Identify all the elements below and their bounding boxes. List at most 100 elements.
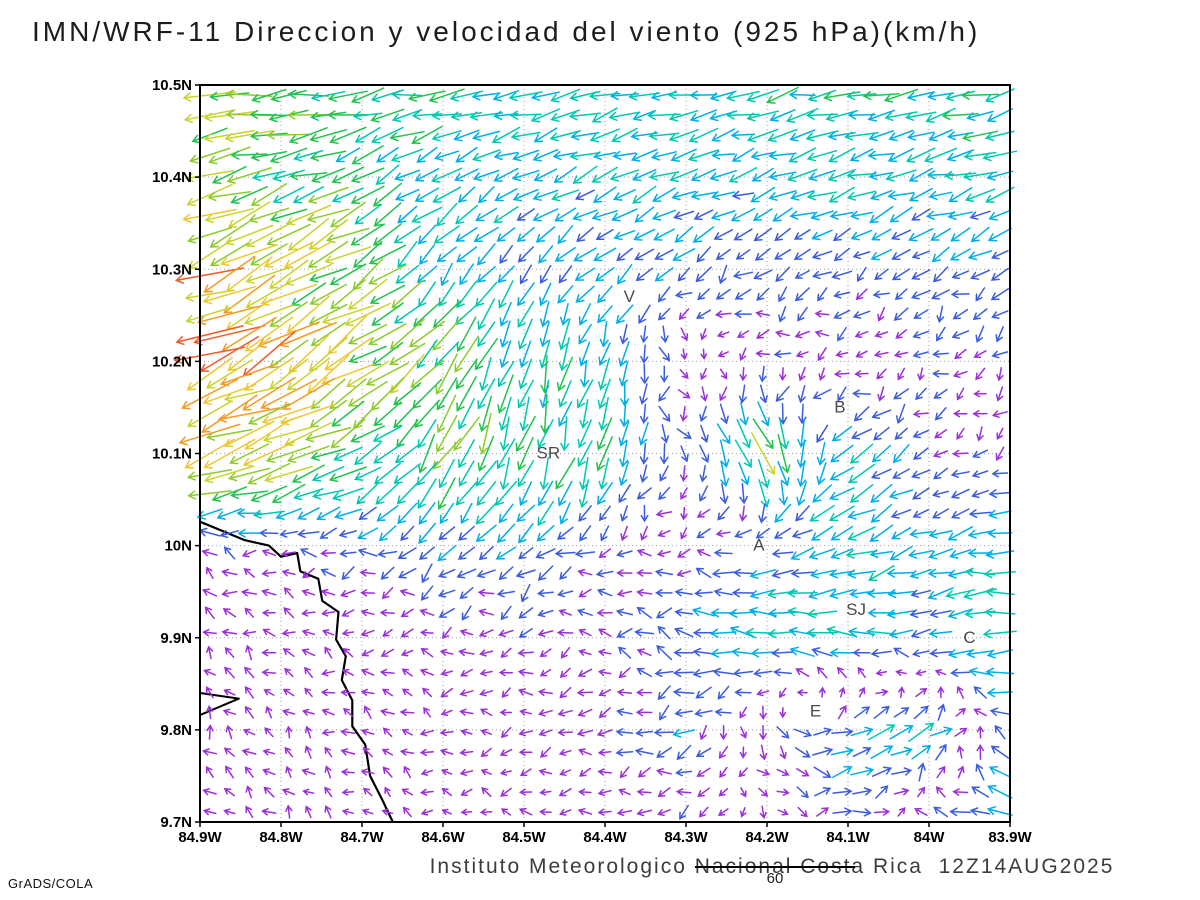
wind-arrow (718, 264, 728, 285)
wind-arrow (648, 171, 680, 181)
wind-arrow (515, 415, 536, 452)
wind-arrow (428, 88, 465, 104)
wind-arrow (554, 549, 576, 558)
wind-arrow (776, 726, 790, 739)
wind-arrow (733, 228, 753, 241)
wind-arrow (852, 310, 871, 319)
wind-arrow (263, 689, 275, 696)
wind-arrow (873, 350, 889, 358)
wind-arrow (202, 383, 257, 406)
wind-arrow (341, 629, 355, 637)
wind-arrow (496, 227, 516, 242)
wind-arrow (658, 346, 671, 362)
wind-arrow (196, 305, 262, 326)
wind-arrow (598, 548, 612, 559)
wind-arrow (240, 588, 258, 597)
wind-arrow (832, 807, 853, 816)
wind-arrow (908, 187, 933, 202)
wind-arrow (517, 379, 534, 409)
wind-arrow (853, 706, 871, 719)
wind-arrow (438, 526, 456, 541)
wind-arrow (952, 308, 969, 320)
wind-arrow (579, 767, 592, 777)
wind-arrow (552, 150, 578, 161)
wind-arrow (659, 465, 669, 482)
wind-arrow (297, 529, 320, 539)
wind-arrow (331, 166, 365, 184)
wind-arrow (660, 424, 670, 444)
wind-arrow (616, 808, 633, 817)
wind-arrow (474, 337, 499, 371)
wind-arrow (477, 243, 496, 266)
wind-arrow (389, 318, 425, 350)
wind-arrow (516, 226, 535, 243)
wind-arrow (359, 568, 376, 577)
wind-arrow (264, 465, 314, 483)
wind-arrow (304, 687, 313, 698)
wind-arrow (281, 788, 296, 796)
wind-arrow (438, 607, 455, 618)
wind-arrow (401, 788, 414, 796)
wind-arrow (175, 325, 244, 346)
wind-arrow (838, 686, 846, 698)
wind-arrow (182, 208, 237, 223)
wind-arrow (739, 746, 747, 759)
wind-arrow (636, 548, 652, 557)
wind-arrow (755, 350, 771, 358)
wind-arrow (500, 726, 512, 739)
wind-arrow (286, 110, 330, 120)
wind-arrow (928, 129, 953, 142)
wind-arrow (320, 588, 336, 597)
wind-arrow (286, 295, 331, 334)
wind-arrow (987, 784, 1013, 799)
wind-arrow (230, 150, 268, 160)
wind-arrow (196, 508, 223, 520)
wind-arrow (393, 463, 422, 484)
wind-arrow (855, 350, 868, 358)
wind-arrow (577, 808, 593, 816)
wind-arrow (419, 788, 434, 796)
wind-arrow (597, 305, 613, 324)
wind-arrow (539, 339, 551, 369)
wind-arrow (517, 246, 534, 263)
wind-arrow (911, 744, 932, 760)
wind-arrow (947, 210, 974, 221)
wind-arrow (813, 766, 832, 778)
wind-arrow (873, 426, 890, 441)
wind-arrow (954, 727, 968, 737)
wind-arrow (636, 688, 653, 697)
vector-scale-label: 60 (766, 870, 784, 887)
wind-arrow (616, 627, 633, 638)
wind-arrow (269, 208, 308, 223)
wind-arrow (347, 380, 388, 407)
wind-arrow (576, 729, 594, 737)
wind-arrow (262, 748, 276, 756)
wind-arrow (767, 608, 798, 618)
wind-arrow (975, 287, 986, 302)
wind-arrow (333, 446, 363, 462)
wind-arrow (516, 208, 535, 221)
wind-arrow (847, 508, 876, 520)
wind-arrow (867, 109, 896, 122)
wind-arrow (223, 546, 236, 560)
wind-arrow (540, 746, 552, 758)
wind-arrow (340, 748, 356, 756)
wind-arrow (579, 456, 589, 491)
wind-arrow (871, 766, 893, 777)
wind-arrow (810, 525, 834, 541)
wind-arrow (759, 384, 768, 404)
wind-arrow (793, 229, 811, 240)
station-label-c: C (963, 628, 975, 647)
wind-arrow (477, 298, 495, 331)
wind-arrow (934, 428, 948, 439)
wind-arrow (539, 788, 552, 796)
wind-arrow (910, 589, 932, 598)
wind-arrow (244, 607, 255, 618)
wind-arrow (380, 566, 395, 580)
wind-arrow (911, 469, 931, 479)
wind-arrow (500, 605, 512, 621)
wind-arrow (739, 505, 747, 522)
wind-arrow (731, 588, 755, 598)
wind-arrow (975, 367, 986, 381)
wind-arrow (261, 648, 277, 657)
